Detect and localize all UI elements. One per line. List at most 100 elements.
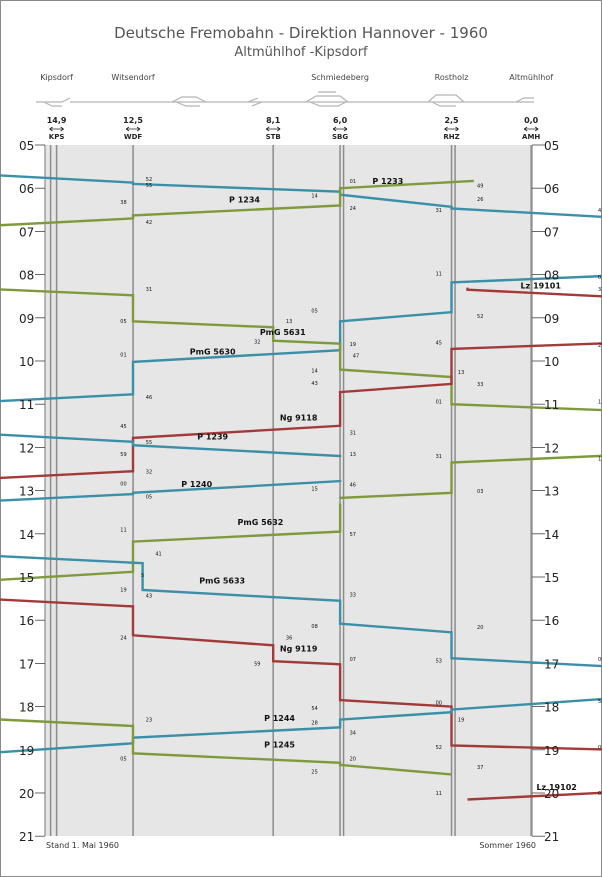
hour-label-right-15: 15 bbox=[544, 571, 559, 585]
train-label-lz-19102: Lz 19102 bbox=[536, 783, 576, 792]
minute-label: 43 bbox=[146, 594, 152, 600]
minute-label: 14 bbox=[311, 194, 317, 200]
hour-label-left-07: 07 bbox=[19, 225, 34, 239]
minute-label: 26 bbox=[477, 197, 483, 203]
hour-label-right-11: 11 bbox=[544, 398, 559, 412]
station-arrow-amh bbox=[523, 126, 539, 132]
chart-subtitle: Altmühlhof -Kipsdorf bbox=[234, 45, 368, 60]
minute-label: 08 bbox=[311, 624, 317, 630]
minute-label: 05 bbox=[146, 494, 152, 500]
track-sbg bbox=[300, 91, 352, 107]
train-path-p-1239 bbox=[0, 433, 342, 458]
minute-label: 50 bbox=[598, 699, 602, 705]
minute-label: 42 bbox=[146, 220, 152, 226]
minute-label: 01 bbox=[598, 791, 602, 797]
minute-label: 01 bbox=[120, 353, 126, 359]
station-arrow-wdf bbox=[125, 126, 141, 132]
station-arrow-sbg bbox=[332, 126, 348, 132]
station-code-amh: AMH bbox=[522, 133, 540, 141]
train-path-pmg-5631 bbox=[0, 288, 602, 412]
minute-label: 01 bbox=[436, 399, 442, 405]
minute-label: 23 bbox=[146, 718, 152, 724]
minute-label: 55 bbox=[146, 183, 152, 189]
train-path-pmg-5632 bbox=[0, 503, 342, 582]
minute-label: 14 bbox=[311, 369, 317, 375]
minute-label: 00 bbox=[120, 481, 126, 487]
plot-area bbox=[45, 145, 532, 836]
station-arrow-rhz bbox=[444, 126, 459, 132]
hour-label-left-20: 20 bbox=[19, 787, 34, 801]
train-label-ng-9119: Ng 9119 bbox=[280, 644, 318, 653]
minute-label: 31 bbox=[350, 430, 356, 436]
station-code-stb: STB bbox=[266, 133, 281, 141]
train-label-p-1244: P 1244 bbox=[264, 714, 295, 723]
train-path-lz-19102 bbox=[467, 791, 602, 801]
minute-label: 11 bbox=[598, 399, 602, 405]
hour-label-left-11: 11 bbox=[19, 398, 34, 412]
train-path-pmg-5633 bbox=[0, 555, 602, 668]
train-path-lz-19101 bbox=[466, 287, 602, 298]
minute-label: 53 bbox=[436, 659, 442, 665]
track-stb bbox=[247, 97, 263, 107]
hour-ticks: 05 05 06 06 07 07 08 08 09 09 10 10 11 11 12 12 13 13 14 14… bbox=[19, 139, 559, 844]
train-label-p-1245: P 1245 bbox=[264, 741, 295, 750]
minute-label: 36 bbox=[286, 636, 292, 642]
hour-label-left-09: 09 bbox=[19, 312, 34, 326]
hour-label-right-16: 16 bbox=[544, 614, 559, 628]
train-label-pmg-5632: PmG 5632 bbox=[238, 518, 284, 527]
chart-title: Deutsche Fremobahn - Direktion Hannover … bbox=[114, 24, 488, 42]
minute-labels: 3852550114492631243842564111013117310513… bbox=[120, 177, 602, 797]
minute-label: 54 bbox=[311, 706, 317, 712]
minute-label: 31 bbox=[436, 454, 442, 460]
minute-label: 59 bbox=[254, 662, 260, 668]
hour-label-right-12: 12 bbox=[544, 441, 559, 455]
minute-label: 19 bbox=[458, 718, 464, 724]
minute-label: 11 bbox=[120, 528, 126, 534]
hour-label-right-09: 09 bbox=[544, 312, 559, 326]
hour-label-left-14: 14 bbox=[19, 528, 34, 542]
minute-label: 52 bbox=[146, 177, 152, 183]
minute-label: 43 bbox=[311, 381, 317, 387]
hour-label-left-06: 06 bbox=[19, 182, 34, 196]
minute-label: 05 bbox=[598, 657, 602, 663]
hour-label-left-17: 17 bbox=[19, 657, 34, 671]
station-km-wdf: 12,5 bbox=[123, 116, 143, 125]
station-name-kps: Kipsdorf bbox=[40, 73, 73, 82]
footer-season: Sommer 1960 bbox=[479, 841, 536, 850]
hour-label-right-17: 17 bbox=[544, 657, 559, 671]
hour-label-left-05: 05 bbox=[19, 139, 34, 153]
hour-label-right-14: 14 bbox=[544, 528, 559, 542]
minute-label: 33 bbox=[477, 382, 483, 388]
station-code-kps: KPS bbox=[49, 133, 65, 141]
station-code-sbg: SBG bbox=[332, 133, 348, 141]
minute-label: 13 bbox=[286, 319, 292, 325]
train-label-p-1240: P 1240 bbox=[181, 480, 212, 489]
station-code-rhz: RHZ bbox=[443, 133, 459, 141]
minute-label: 24 bbox=[120, 636, 126, 642]
train-label-pmg-5630: PmG 5630 bbox=[190, 348, 236, 357]
minute-label: 25 bbox=[598, 343, 602, 349]
station-arrow-kps bbox=[49, 126, 64, 132]
minute-label: 25 bbox=[311, 770, 317, 776]
minute-label: 05 bbox=[120, 757, 126, 763]
hour-label-left-18: 18 bbox=[19, 701, 34, 715]
minute-label: 34 bbox=[350, 731, 356, 737]
station-name-rhz: Rostholz bbox=[435, 73, 469, 82]
track-amh bbox=[466, 97, 534, 103]
minute-label: 28 bbox=[311, 721, 317, 727]
train-label-pmg-5633: PmG 5633 bbox=[199, 576, 245, 585]
minute-label: 47 bbox=[353, 354, 359, 360]
minute-label: 05 bbox=[120, 319, 126, 325]
minute-label: 11 bbox=[436, 271, 442, 277]
minute-label: 31 bbox=[146, 287, 152, 293]
hour-label-right-20: 20 bbox=[544, 787, 559, 801]
minute-label: 31 bbox=[598, 287, 602, 293]
minute-label: 33 bbox=[350, 592, 356, 598]
track-wdf bbox=[160, 96, 210, 107]
minute-label: 01 bbox=[598, 275, 602, 281]
train-labels: P 1233 P 1234 PmG 5630 PmG 5631 Lz 19101 Ng 9… bbox=[181, 177, 577, 792]
minute-label: 38 bbox=[120, 200, 126, 206]
hour-label-right-21: 21 bbox=[544, 830, 559, 844]
minute-label: 20 bbox=[477, 625, 483, 631]
